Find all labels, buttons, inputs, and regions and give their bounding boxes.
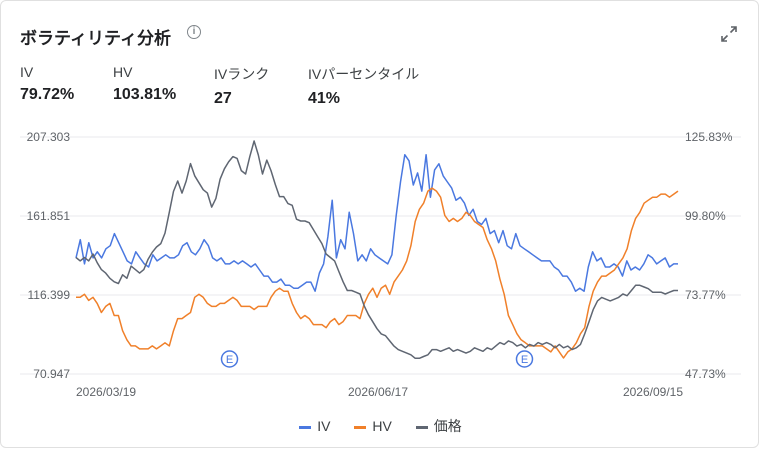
expand-icon[interactable] bbox=[721, 26, 737, 42]
earnings-marker-label: E bbox=[226, 354, 233, 366]
stat-value: 41% bbox=[308, 90, 341, 107]
legend-swatch bbox=[415, 425, 428, 429]
left-tick-label: 70.947 bbox=[33, 367, 70, 381]
stat-value: 103.81% bbox=[113, 86, 177, 103]
stat-hv: HV 103.81% bbox=[113, 64, 176, 104]
earnings-marker bbox=[220, 350, 239, 368]
legend-item-hv[interactable]: HV bbox=[354, 418, 392, 434]
legend-label: 価格 bbox=[433, 418, 462, 434]
stat-label: HV bbox=[113, 64, 133, 80]
right-tick-label: 99.80% bbox=[685, 209, 726, 223]
volatility-chart[interactable]: 207.303 125.83% 161.851 99.80% 116.399 73.77%… bbox=[0, 120, 761, 410]
legend-label: HV bbox=[372, 418, 392, 434]
info-icon[interactable]: i bbox=[187, 25, 201, 39]
earnings-marker-label: E bbox=[521, 354, 528, 366]
legend-label: IV bbox=[317, 418, 331, 434]
x-tick-label: 2026/09/15 bbox=[623, 385, 683, 399]
right-tick-label: 125.83% bbox=[685, 130, 733, 144]
left-tick-label: 207.303 bbox=[27, 130, 71, 144]
left-tick-label: 116.399 bbox=[28, 288, 71, 302]
stat-label: IVパーセンタイル bbox=[308, 66, 420, 82]
x-tick-label: 2026/06/17 bbox=[348, 385, 408, 399]
stat-label: IV bbox=[20, 64, 34, 80]
left-tick-label: 161.851 bbox=[27, 209, 71, 223]
right-tick-label: 73.77% bbox=[685, 288, 726, 302]
stat-iv-rank: IVランク 27 bbox=[214, 64, 269, 108]
earnings-marker bbox=[515, 350, 534, 368]
x-tick-label: 2026/03/19 bbox=[76, 385, 136, 399]
stat-value: 27 bbox=[214, 90, 232, 107]
legend-item-iv[interactable]: IV bbox=[299, 418, 331, 434]
legend: IV HV 価格 bbox=[0, 416, 761, 436]
stat-label: IVランク bbox=[214, 66, 270, 82]
stat-iv-percentile: IVパーセンタイル 41% bbox=[308, 64, 419, 108]
series-line-1 bbox=[76, 187, 679, 359]
stat-value: 79.72% bbox=[20, 86, 75, 103]
right-tick-label: 47.73% bbox=[685, 367, 726, 381]
legend-item-price[interactable]: 価格 bbox=[415, 416, 462, 436]
legend-swatch bbox=[299, 425, 312, 429]
legend-swatch bbox=[354, 425, 367, 429]
card-title: ボラティリティ分析 bbox=[20, 29, 171, 48]
stat-iv: IV 79.72% bbox=[20, 64, 74, 104]
series-line-2 bbox=[75, 140, 678, 360]
series-line-0 bbox=[75, 153, 678, 292]
